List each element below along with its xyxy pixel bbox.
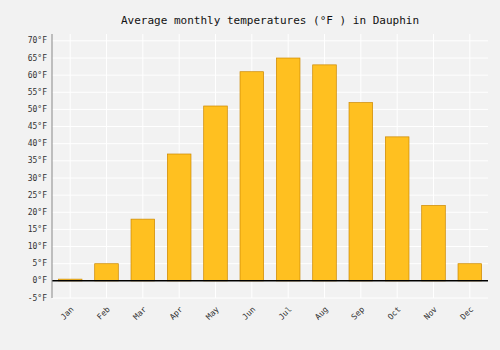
grid <box>52 34 488 298</box>
x-tick-label: May <box>204 305 221 322</box>
y-tick-label: 15°F <box>28 225 47 234</box>
bar <box>167 154 191 281</box>
grid-line <box>52 298 488 299</box>
bar <box>95 264 119 281</box>
x-tick-label: Feb <box>95 305 112 322</box>
y-tick-label: 0°F <box>33 276 48 285</box>
x-tick-label: Dec <box>459 305 476 322</box>
chart: -5°F 0°F 5°F 10°F 15°F 20°F 25°F 30°F 35°F 40°F 45… <box>0 0 500 350</box>
y-tick-label: 10°F <box>28 242 47 251</box>
bar <box>349 103 373 281</box>
grid-line <box>52 178 488 179</box>
y-tick-label: 20°F <box>28 208 47 217</box>
bar <box>204 106 228 281</box>
grid-line <box>52 92 488 93</box>
x-tick-label: Aug <box>313 305 330 322</box>
y-axis-line <box>52 34 53 298</box>
grid-line <box>52 280 488 281</box>
grid-line <box>52 40 488 41</box>
y-tick-label: 45°F <box>28 122 47 131</box>
y-tick-label: 40°F <box>28 139 47 148</box>
y-tick-label: -5°F <box>28 294 47 303</box>
grid-line <box>52 58 488 59</box>
grid-line <box>106 34 107 298</box>
x-tick-label: Sep <box>350 305 367 322</box>
bar <box>422 205 446 280</box>
x-tick-label: Jun <box>241 305 258 322</box>
y-tick-label: 25°F <box>28 191 47 200</box>
y-tick-label: 70°F <box>28 36 47 45</box>
baseline <box>52 280 488 282</box>
y-axis: -5°F 0°F 5°F 10°F 15°F 20°F 25°F 30°F 35°F 40°F 45… <box>28 36 47 302</box>
x-tick-label: Oct <box>386 305 403 322</box>
y-tick-label: 35°F <box>28 156 47 165</box>
y-tick-label: 5°F <box>33 259 48 268</box>
y-tick-label: 30°F <box>28 174 47 183</box>
x-tick-label: Nov <box>422 305 439 322</box>
x-tick-label: Jul <box>277 305 294 322</box>
grid-line <box>70 34 71 298</box>
y-tick-label: 50°F <box>28 105 47 114</box>
bar <box>131 219 155 281</box>
grid-line <box>52 109 488 110</box>
y-tick-label: 65°F <box>28 54 47 63</box>
x-tick-label: Mar <box>132 305 149 322</box>
x-tick-label: Apr <box>168 305 185 322</box>
y-tick-label: 55°F <box>28 88 47 97</box>
bar <box>276 58 300 281</box>
bar <box>458 264 482 281</box>
grid-line <box>469 34 470 298</box>
chart-container: -5°F 0°F 5°F 10°F 15°F 20°F 25°F 30°F 35°F 40°F 45… <box>0 0 500 350</box>
bar <box>313 65 337 281</box>
grid-line <box>52 160 488 161</box>
bars <box>52 58 488 281</box>
bar <box>240 72 264 281</box>
grid-line <box>52 195 488 196</box>
title: Average monthly temperatures (°F ) in Da… <box>121 14 419 27</box>
grid-line <box>52 143 488 144</box>
grid-line <box>52 126 488 127</box>
background <box>0 0 500 350</box>
grid-line <box>52 75 488 76</box>
x-axis: Jan Feb Mar Apr May Jun Jul Aug Sep Oct Nov Dec <box>59 305 475 322</box>
x-tick-label: Jan <box>59 305 76 322</box>
bar <box>385 137 409 281</box>
y-tick-label: 60°F <box>28 71 47 80</box>
